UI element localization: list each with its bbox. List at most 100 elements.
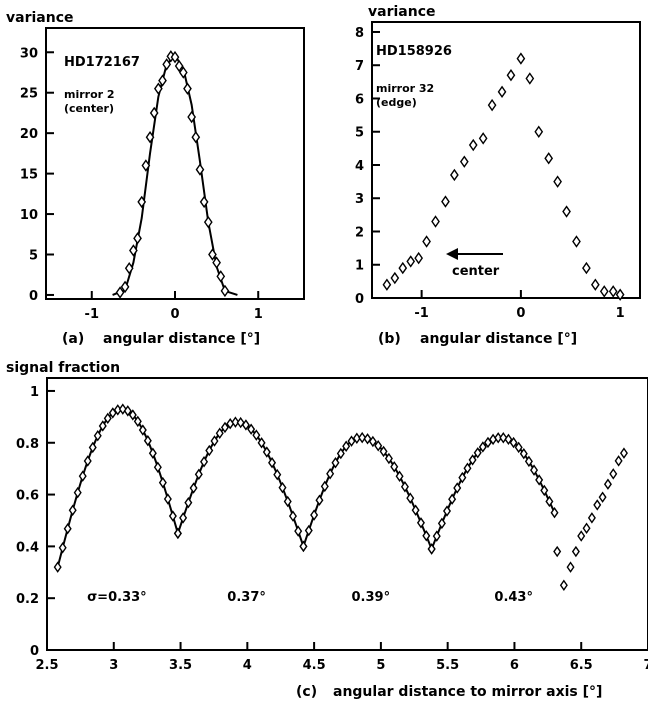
panel-c-axes [46,377,648,651]
panel-c-tail-point [571,545,580,558]
panel-c-data-point [427,543,436,555]
panel-b-data-point [615,288,625,301]
panel-c-data-point [437,517,446,530]
y-tick-label: 0.4 [16,540,39,555]
panel-c-data-point [342,440,351,452]
panel-b-data-point [608,285,618,298]
panel-c-data-point [118,403,127,415]
panel-c-data-point [184,496,193,509]
panel-a-data-point [120,280,130,294]
x-tick-label: 1 [254,307,263,322]
panel-b-data-point [441,195,450,208]
x-tick-label: 2.5 [35,658,58,673]
y-tick-label: 20 [20,127,38,142]
panel-c-data-point [247,423,256,435]
y-tick-label: 0 [30,644,39,659]
panel-b-data-point [534,125,544,138]
panel-c-data-point [368,435,377,448]
panel-c-data-point [262,446,271,458]
panel-a-data-point [187,110,196,124]
panel-c-data-point [540,484,549,497]
panel-a-data-point [216,270,226,283]
panel-a-data-point [220,284,230,298]
panel-a-data-point [115,286,125,299]
panel-b-data-point [487,98,497,112]
panel-b-data-point [562,205,571,218]
panel-c-data-point [148,447,157,459]
panel-c-data-point [88,441,97,454]
panel-c-data-point [514,441,523,454]
panel-c-tail-point [598,491,607,503]
panel-c-data-point [283,495,292,508]
x-tick-label: 5 [376,658,385,673]
sigma-label: 0.37° [227,590,266,605]
panel-b-data-point [459,155,469,168]
y-tick-label: 30 [20,46,38,61]
panel-b-data-point [497,85,507,99]
panel-b-data-point [478,132,488,145]
panel-c-data-point [458,471,467,484]
panel-c-data-point [194,468,203,481]
panel-a-data-point [208,248,217,261]
panel-c-data-point [273,468,282,481]
panel-c-tail-point [577,530,586,542]
x-tick-label: 0 [170,307,179,322]
x-tick-label: 6 [510,658,519,673]
panel-b-data-point [406,255,416,268]
panel-c-data-point [395,470,404,482]
panel-c-sigma-labels: σ=0.33° 0.37° 0.39° 0.43° [87,590,533,605]
y-tick-label: 0.2 [16,592,39,607]
panel-c-data-point [200,456,209,468]
x-tick-label: 4.5 [303,658,326,673]
y-tick-label: 15 [20,168,38,183]
y-tick-label: 0.8 [16,437,39,452]
panel-c-data-point [257,437,266,449]
panel-b-caption-letter: (b) [378,331,401,347]
panel-a-data-point [141,159,151,172]
panel-a-data-point [124,262,134,275]
y-tick-label: 6 [355,92,364,107]
panel-c-data-point [448,493,457,505]
panel-c-data-point [304,524,313,537]
x-tick-label: 3 [109,658,118,673]
panel-c-data-point [478,441,487,453]
panel-c-data-point [58,542,67,554]
panel-c-fit-curve [430,436,556,550]
panel-b-xlabel: angular distance [°] [420,331,577,347]
panel-c-data-point [347,435,356,447]
panel-c-tail-point [553,545,562,558]
panel-a-data-point [203,215,213,229]
panel-a-data-point [158,74,167,87]
panel-c-data-point [205,444,214,457]
y-tick-label: 0.6 [16,489,39,504]
panel-b-data-point [582,261,591,275]
x-tick-label: 7 [643,658,648,673]
panel-c-data-point [320,480,329,493]
y-tick-label: 1 [355,259,364,274]
panel-c-data-point [108,407,117,419]
panel-b-axes [371,21,641,299]
panel-c-data-point [241,419,250,431]
panel-c-tail-point [609,468,618,480]
panel-b-data-point [398,261,408,275]
panel-c-data-point [236,416,245,429]
panel-c-data-point [422,530,431,542]
y-tick-label: 5 [355,126,364,141]
x-tick-label: 1 [616,306,625,321]
panel-b-data-point [390,271,400,285]
panel-b-mirror-label: mirror 32 [376,82,434,95]
panel-c-data-point [432,530,441,542]
y-tick-label: 5 [29,249,38,264]
panel-b-data-point [553,175,562,188]
panel-c-data-point [530,464,539,476]
panel-c-data-point [103,412,112,425]
x-tick-label: 0 [516,306,525,321]
panel-a-star-label: HD172167 [64,55,140,70]
panel-c-data-point [483,436,492,449]
panel-b-data-point [590,278,600,291]
panel-b-data-point [414,251,424,265]
panel-a-data-point [199,195,209,209]
panel-a-caption-letter: (a) [62,331,84,347]
